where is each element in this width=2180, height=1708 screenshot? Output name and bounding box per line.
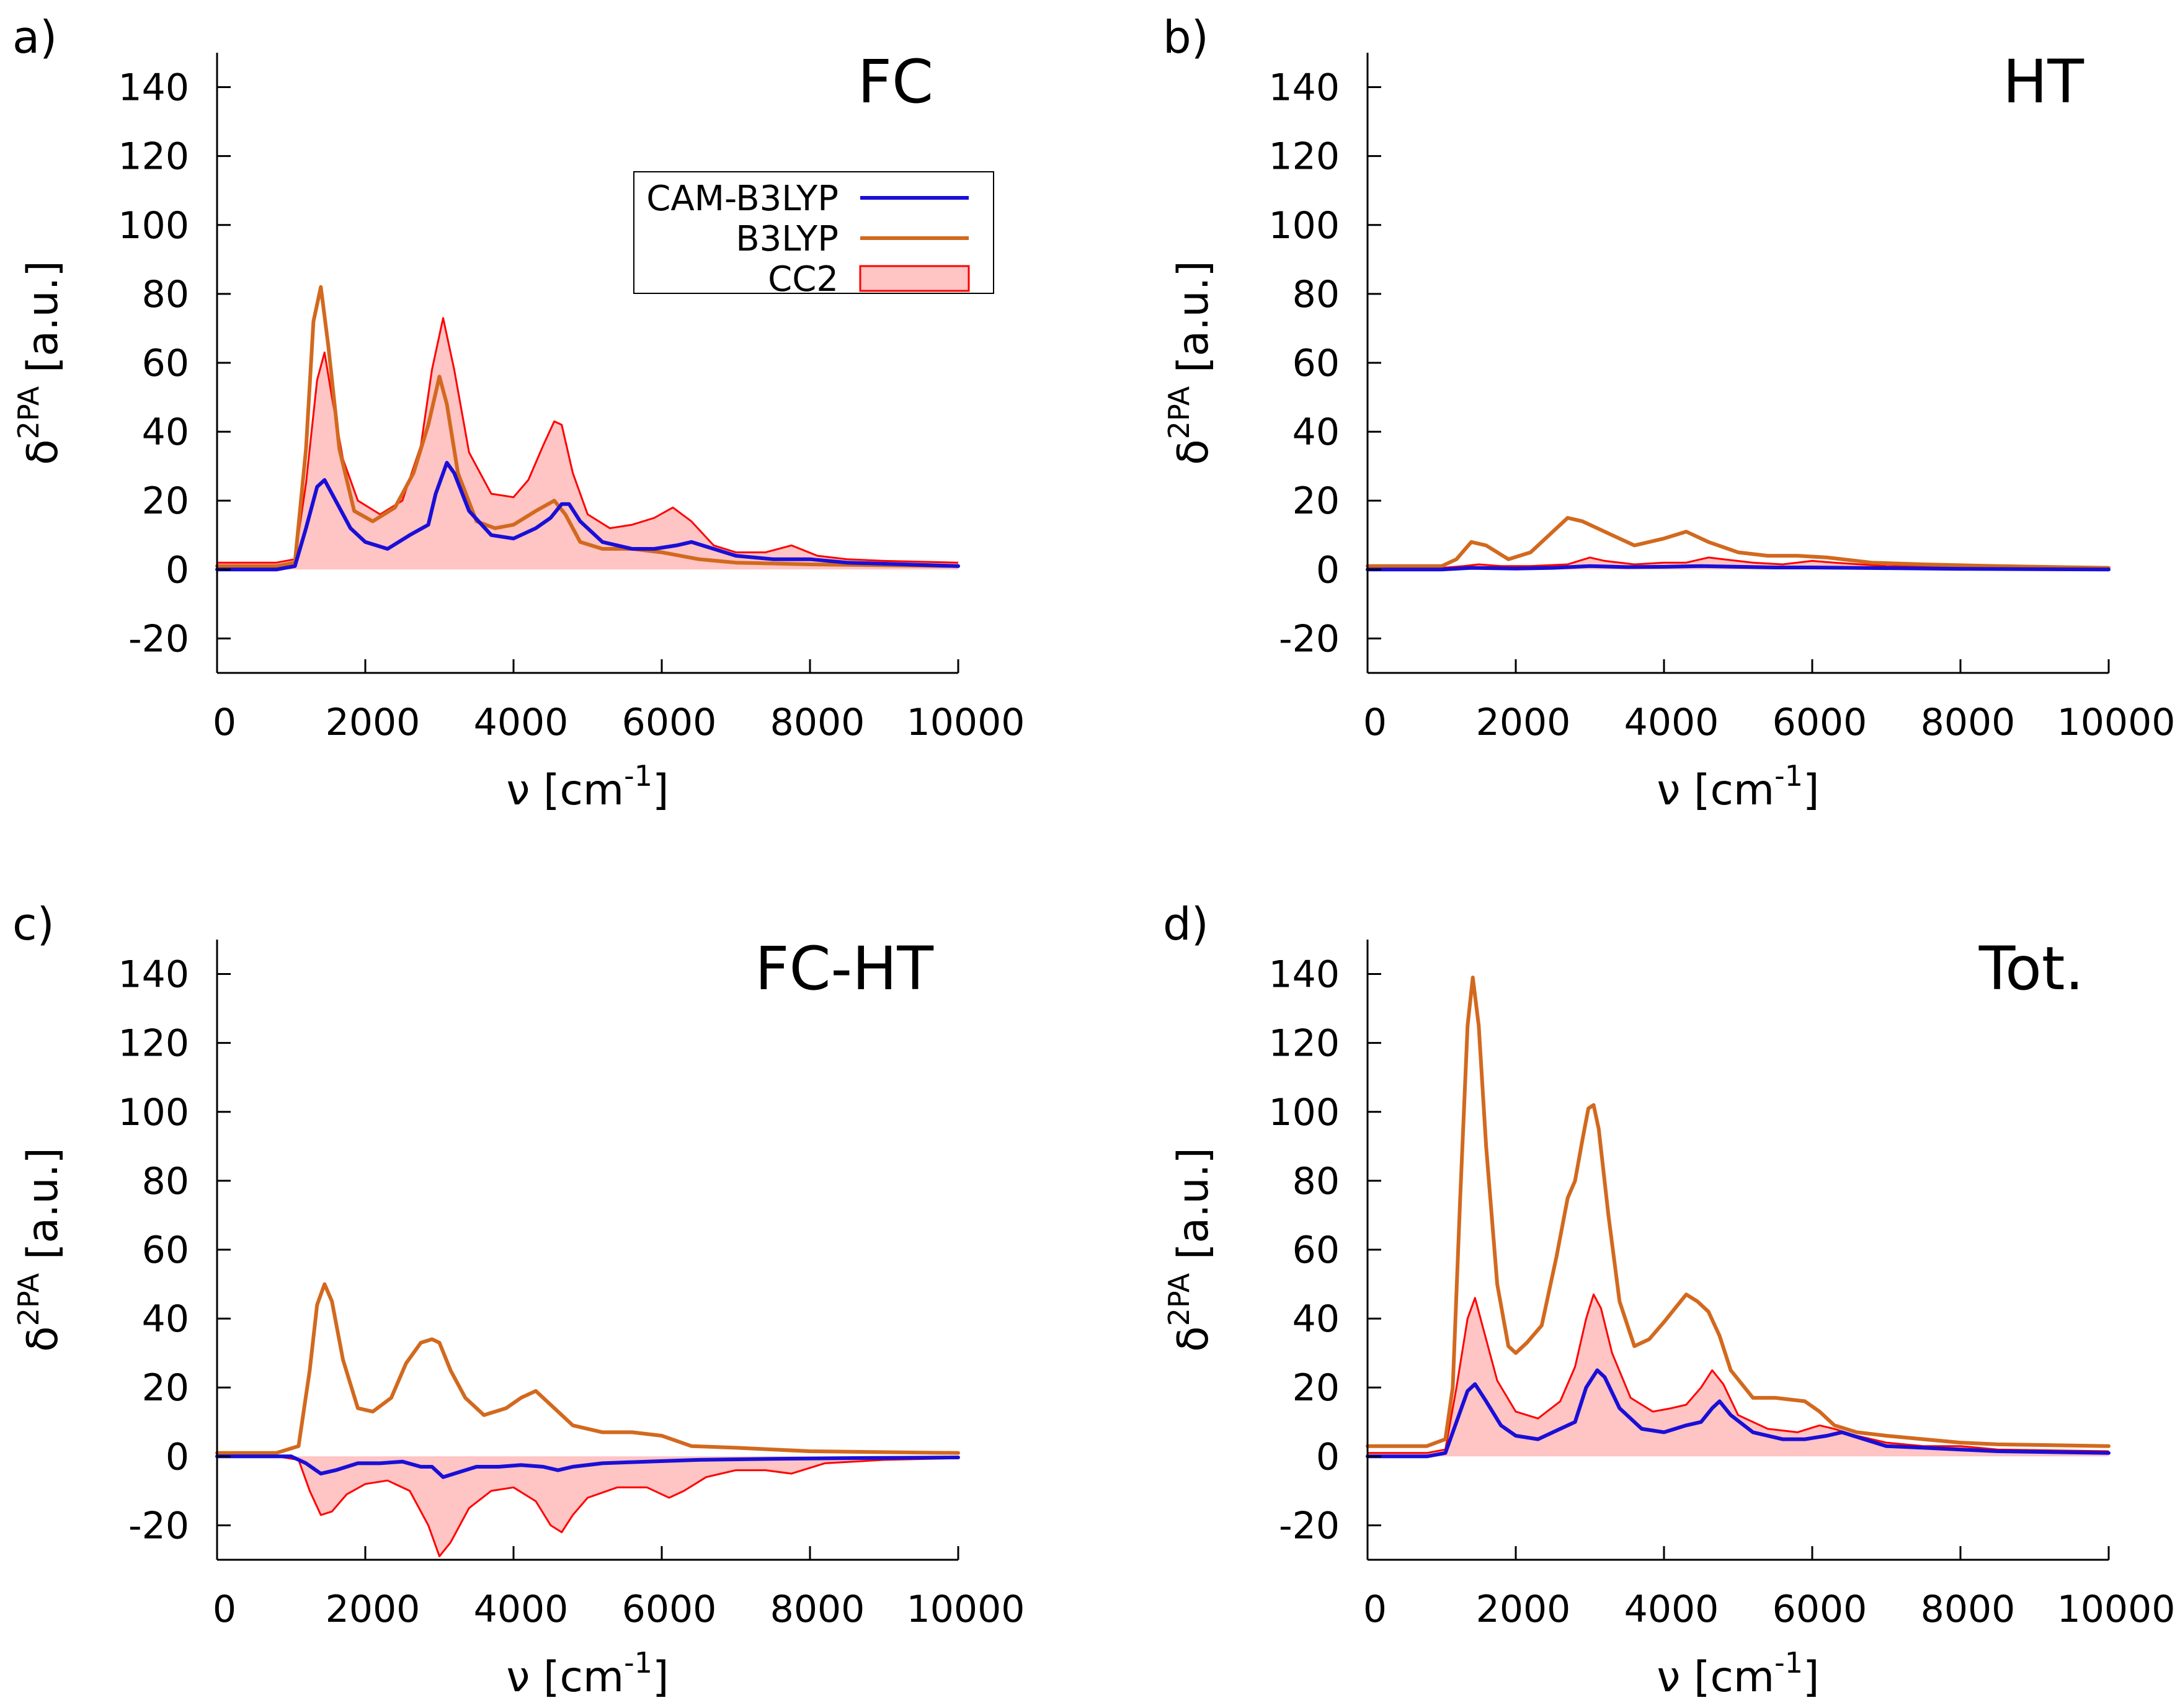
- y-tick-label: 100: [118, 1091, 189, 1134]
- y-axis-label: δ2PA [a.u.]: [1162, 260, 1218, 465]
- series-line-cam-b3lyp: [1366, 1368, 2111, 1459]
- series-line-b3lyp: [1366, 516, 2111, 570]
- panel-1: -20 0 20 40 60 80 100 120 140 0 2000 4000 6000 8000 10…: [12, 11, 1025, 815]
- x-tick-label: 8000: [1921, 701, 2016, 744]
- y-tick-label: 0: [1316, 1435, 1340, 1479]
- series-line-b3lyp: [215, 1282, 960, 1455]
- y-tick-label: 40: [1292, 411, 1340, 454]
- y-tick-label: 80: [142, 273, 189, 316]
- y-axis-label: δ2PA [a.u.]: [12, 1147, 68, 1352]
- y-tick-label: 140: [1268, 953, 1340, 997]
- y-tick-label: 100: [118, 204, 189, 247]
- x-tick-label: 2000: [1476, 1588, 1571, 1631]
- series-line-cc2: [217, 1455, 959, 1557]
- y-tick-label: 20: [1292, 479, 1340, 523]
- y-tick-label: 40: [1292, 1297, 1340, 1341]
- x-tick-label: 2000: [326, 1588, 420, 1631]
- x-axis-label: ν [cm-1]: [1657, 759, 1819, 815]
- panel-label: b): [1163, 11, 1209, 63]
- y-tick-label: 140: [118, 66, 189, 110]
- x-tick-label: 10000: [2057, 1588, 2176, 1631]
- series-line-cam-b3lyp: [215, 1454, 960, 1479]
- y-tick-label: 80: [1292, 1160, 1340, 1203]
- x-axis-label: ν [cm-1]: [1657, 1646, 1819, 1702]
- y-tick-label: 120: [1268, 1022, 1340, 1065]
- y-tick-label: -20: [1279, 617, 1340, 661]
- x-tick-label: 2000: [326, 701, 420, 744]
- panel-label: a): [12, 11, 57, 63]
- y-tick-label: 0: [166, 1435, 189, 1479]
- x-axis-label: ν [cm-1]: [506, 759, 669, 815]
- y-tick-label: 120: [1268, 135, 1340, 179]
- x-tick-label: 4000: [1624, 701, 1719, 744]
- panel-4: -20 0 20 40 60 80 100 120 140 0 2000 4000 6000 8000 10…: [1162, 898, 2175, 1702]
- y-axis-label: δ2PA [a.u.]: [1162, 1147, 1218, 1352]
- panel-title: FC: [858, 47, 933, 117]
- x-tick-label: 0: [213, 701, 236, 744]
- series-area-cc2: [217, 318, 958, 570]
- panel-label: d): [1163, 898, 1209, 950]
- x-tick-label: 8000: [770, 701, 865, 744]
- series-line-cam-b3lyp: [1366, 564, 2111, 572]
- series-area-cc2: [217, 1456, 958, 1557]
- y-tick-label: 80: [142, 1160, 189, 1203]
- series-line-b3lyp: [1366, 976, 2111, 1448]
- y-tick-label: 120: [118, 1022, 189, 1065]
- y-tick-label: 140: [1268, 66, 1340, 110]
- x-tick-label: 4000: [474, 1588, 569, 1631]
- y-tick-label: 60: [1292, 342, 1340, 385]
- y-tick-label: 0: [166, 548, 189, 592]
- legend-swatch: [859, 265, 970, 292]
- y-tick-label: 60: [142, 1229, 189, 1272]
- y-tick-label: 20: [142, 1366, 189, 1410]
- legend-label: B3LYP: [736, 219, 839, 259]
- y-tick-label: -20: [128, 617, 189, 661]
- y-tick-label: 0: [1316, 548, 1340, 592]
- x-tick-label: 10000: [907, 1588, 1025, 1631]
- series-line-cc2: [217, 317, 959, 564]
- series-line-cam-b3lyp: [215, 461, 960, 572]
- y-tick-label: 20: [142, 479, 189, 523]
- x-tick-label: 4000: [474, 701, 569, 744]
- y-tick-label: 60: [142, 342, 189, 385]
- y-tick-label: 40: [142, 411, 189, 454]
- y-tick-label: 60: [1292, 1229, 1340, 1272]
- y-tick-label: 140: [118, 953, 189, 997]
- y-tick-label: -20: [1279, 1504, 1340, 1547]
- x-tick-label: 4000: [1624, 1588, 1719, 1631]
- x-tick-label: 0: [1363, 1588, 1387, 1631]
- panel-title: FC-HT: [755, 934, 933, 1003]
- x-tick-label: 8000: [770, 1588, 865, 1631]
- x-tick-label: 10000: [907, 701, 1025, 744]
- x-tick-label: 6000: [622, 1588, 717, 1631]
- panel-label: c): [12, 898, 55, 950]
- x-tick-label: 10000: [2057, 701, 2176, 744]
- panel-2: -20 0 20 40 60 80 100 120 140 0 2000 4000 6000 8000 10…: [1162, 11, 2175, 815]
- x-tick-label: 0: [213, 1588, 236, 1631]
- panel-3: -20 0 20 40 60 80 100 120 140 0 2000 4000 6000 8000 10…: [12, 898, 1025, 1702]
- panel-title: Tot.: [1978, 934, 2084, 1003]
- y-tick-label: 100: [1268, 1091, 1340, 1134]
- y-tick-label: 100: [1268, 204, 1340, 247]
- legend-label: CAM-B3LYP: [646, 179, 839, 219]
- legend-label: CC2: [768, 259, 839, 300]
- y-tick-label: -20: [128, 1504, 189, 1547]
- x-tick-label: 6000: [1773, 1588, 1867, 1631]
- y-tick-label: 20: [1292, 1366, 1340, 1410]
- x-tick-label: 0: [1363, 701, 1387, 744]
- x-tick-label: 6000: [1773, 701, 1867, 744]
- x-axis-label: ν [cm-1]: [506, 1646, 669, 1702]
- y-tick-label: 120: [118, 135, 189, 179]
- x-tick-label: 2000: [1476, 701, 1571, 744]
- y-axis-label: δ2PA [a.u.]: [12, 260, 68, 465]
- panel-title: HT: [2003, 47, 2084, 117]
- y-tick-label: 80: [1292, 273, 1340, 316]
- y-tick-label: 40: [142, 1297, 189, 1341]
- x-tick-label: 6000: [622, 701, 717, 744]
- series-line-cc2: [1368, 556, 2109, 569]
- x-tick-label: 8000: [1921, 1588, 2016, 1631]
- series-area-cc2: [1368, 1294, 2109, 1457]
